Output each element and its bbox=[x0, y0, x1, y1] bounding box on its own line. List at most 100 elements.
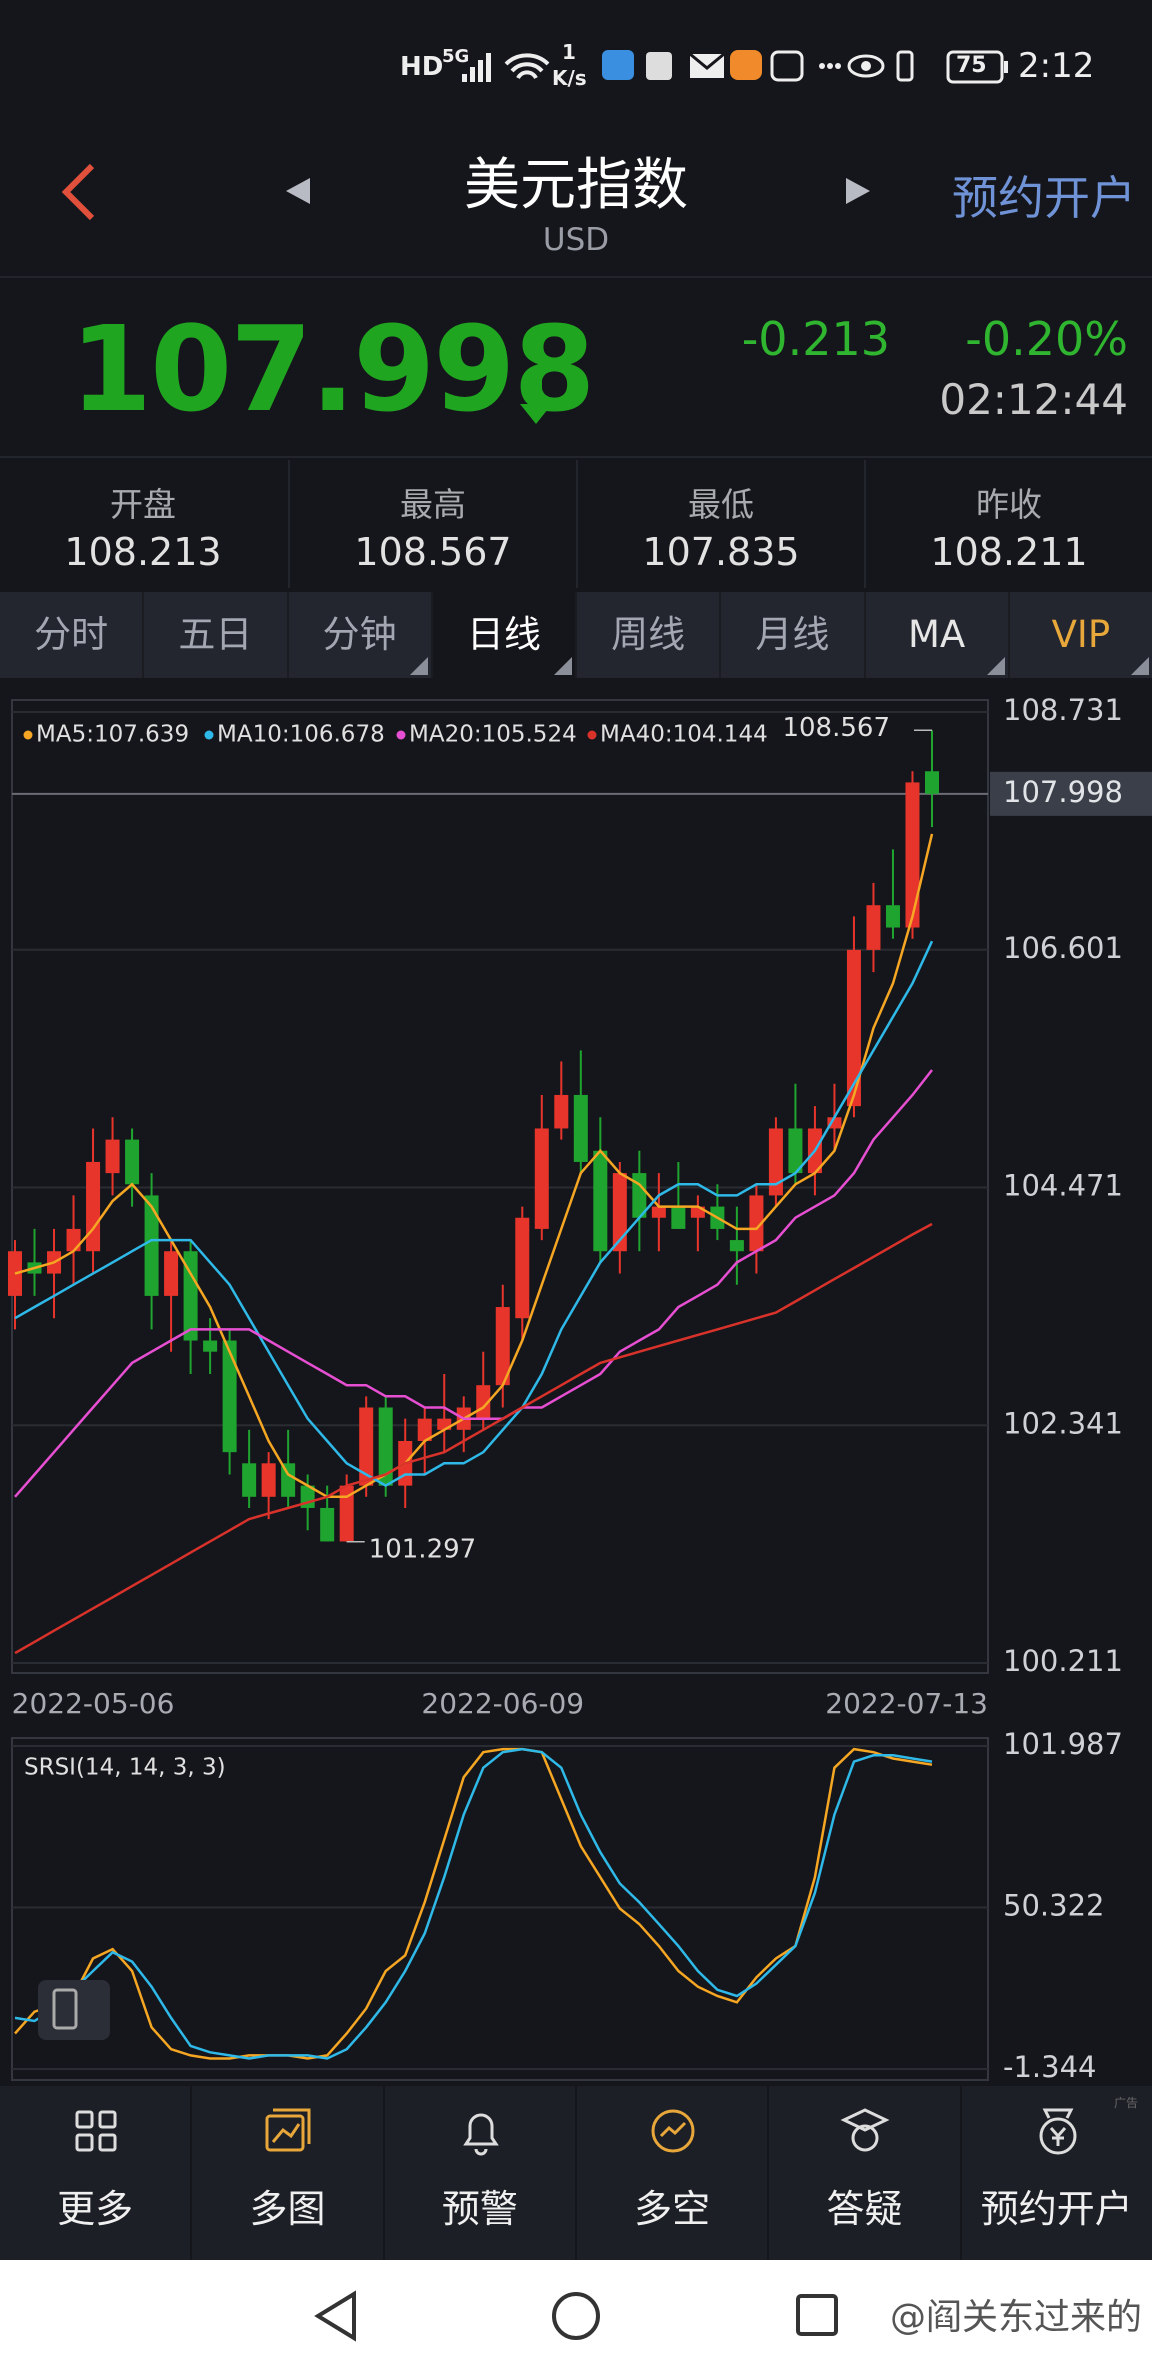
legend-label: MA5:107.639 bbox=[36, 722, 189, 748]
bottom-nav: 更多 多图 预警 多空 答疑 预约开户 bbox=[0, 2086, 1152, 2260]
candle-body bbox=[554, 1094, 569, 1129]
candle-body bbox=[827, 1117, 842, 1129]
high-label: 108.567 bbox=[782, 713, 890, 743]
ma-line bbox=[14, 1222, 933, 1655]
nav-more[interactable]: 更多 bbox=[0, 2086, 193, 2260]
candle-body bbox=[515, 1217, 530, 1319]
candle-body bbox=[534, 1128, 549, 1229]
back-button[interactable] bbox=[56, 160, 106, 224]
tab[interactable]: VIP bbox=[1010, 592, 1152, 678]
stat-label: 最高 bbox=[400, 485, 466, 524]
notification-icons bbox=[602, 50, 914, 82]
tab-active[interactable]: 日线 bbox=[432, 592, 577, 678]
nav-label: 预约开户 bbox=[980, 2187, 1133, 2231]
candle-body bbox=[164, 1251, 179, 1296]
nav-label: 更多 bbox=[57, 2187, 134, 2231]
candle-body bbox=[885, 905, 900, 928]
system-nav bbox=[0, 2260, 1152, 2376]
x-tick-label: 2022-07-13 bbox=[825, 1687, 988, 1720]
tab-label: VIP bbox=[1051, 613, 1111, 656]
y-tick-label: 106.601 bbox=[1003, 931, 1123, 965]
y-tick-label: 100.211 bbox=[1003, 1644, 1123, 1678]
candle-body bbox=[593, 1150, 608, 1252]
system-buttons bbox=[314, 2290, 838, 2342]
stat-low: 最低 107.835 bbox=[576, 460, 864, 588]
page-title: 美元指数 bbox=[464, 153, 688, 218]
tab[interactable]: 分时 bbox=[0, 592, 145, 678]
price-change: -0.213 bbox=[741, 312, 890, 366]
stat-label: 开盘 bbox=[110, 485, 176, 524]
candle-body bbox=[66, 1228, 81, 1252]
y-tick-label: 104.471 bbox=[1003, 1169, 1123, 1203]
rotate-button[interactable] bbox=[38, 1980, 110, 2040]
last-price-tag bbox=[990, 771, 1152, 816]
indicator-line bbox=[14, 1747, 933, 2060]
y-tick-label: 108.731 bbox=[1003, 693, 1123, 727]
nav-icon bbox=[265, 2108, 311, 2152]
candle-body bbox=[729, 1240, 744, 1252]
candle-body bbox=[690, 1206, 705, 1218]
candle-body bbox=[671, 1206, 686, 1229]
indicator-title: SRSI(14, 14, 3, 3) bbox=[24, 1755, 226, 1781]
candle-body bbox=[320, 1507, 335, 1542]
nav-label: 预警 bbox=[441, 2187, 518, 2231]
page-subtitle: USD bbox=[542, 222, 610, 258]
speed-unit: K/s bbox=[552, 66, 587, 90]
nav-longshort[interactable]: 多空 bbox=[577, 2086, 770, 2260]
nav-icon bbox=[75, 2110, 117, 2152]
quote-time: 02:12:44 bbox=[939, 375, 1128, 424]
nav-icon bbox=[651, 2109, 695, 2153]
nav-alert[interactable]: 预警 bbox=[385, 2086, 577, 2260]
candle-body bbox=[437, 1418, 452, 1430]
stat-value: 107.835 bbox=[642, 530, 800, 574]
candle-body bbox=[242, 1463, 257, 1497]
stat-value: 108.211 bbox=[930, 530, 1088, 574]
down-arrow bbox=[520, 374, 552, 424]
divider bbox=[0, 456, 1152, 458]
candle-body bbox=[125, 1139, 140, 1185]
tab[interactable]: 周线 bbox=[577, 592, 722, 678]
ad-tag: 广告 bbox=[1113, 2096, 1138, 2110]
rotate-icon bbox=[52, 1988, 78, 2030]
nav-qa[interactable]: 答疑 bbox=[769, 2086, 962, 2260]
tab[interactable]: 五日 bbox=[144, 592, 289, 678]
last-price: 107.998 bbox=[70, 300, 595, 438]
candle-body bbox=[105, 1139, 120, 1174]
legend-label: MA20:105.524 bbox=[409, 722, 577, 748]
stat-label: 昨收 bbox=[976, 485, 1042, 524]
candle-body bbox=[203, 1340, 218, 1352]
net-label: 5G bbox=[442, 46, 470, 67]
nav-label: 答疑 bbox=[826, 2187, 903, 2231]
stat-prev-close: 昨收 108.211 bbox=[864, 460, 1152, 588]
candle-body bbox=[788, 1128, 803, 1174]
next-arrow[interactable] bbox=[842, 174, 876, 208]
stat-high: 最高 108.567 bbox=[288, 460, 576, 588]
period-tabs: 分时 五日 分钟 日线 周线 月线 MA VIP bbox=[0, 592, 1152, 678]
candle-body bbox=[144, 1195, 159, 1296]
candle-body bbox=[846, 949, 861, 1107]
prev-arrow[interactable] bbox=[280, 174, 314, 208]
candle-body bbox=[261, 1463, 276, 1497]
candle-body bbox=[651, 1206, 666, 1218]
ma-line bbox=[14, 1069, 933, 1498]
nav-account[interactable]: 预约开户 bbox=[962, 2086, 1152, 2260]
low-label: 101.297 bbox=[369, 1534, 477, 1564]
candle-body bbox=[632, 1173, 647, 1218]
price-change-pct: -0.20% bbox=[965, 312, 1128, 366]
legend-dot bbox=[204, 730, 214, 740]
tab[interactable]: 月线 bbox=[721, 592, 866, 678]
tab[interactable]: MA bbox=[866, 592, 1010, 678]
candle-body bbox=[417, 1418, 432, 1441]
candle-body bbox=[359, 1407, 374, 1486]
stat-open: 开盘 108.213 bbox=[0, 460, 286, 588]
nav-multi[interactable]: 多图 bbox=[192, 2086, 385, 2260]
indicator-frame bbox=[11, 1737, 989, 2081]
candle-body bbox=[339, 1485, 354, 1542]
stat-value: 108.567 bbox=[354, 530, 512, 574]
tab[interactable]: 分钟 bbox=[289, 592, 433, 678]
battery-icon bbox=[946, 50, 1008, 84]
speed-value: 1 bbox=[562, 40, 576, 64]
open-account-button[interactable]: 预约开户 bbox=[952, 171, 1136, 225]
hd-icon: HD bbox=[400, 52, 444, 82]
